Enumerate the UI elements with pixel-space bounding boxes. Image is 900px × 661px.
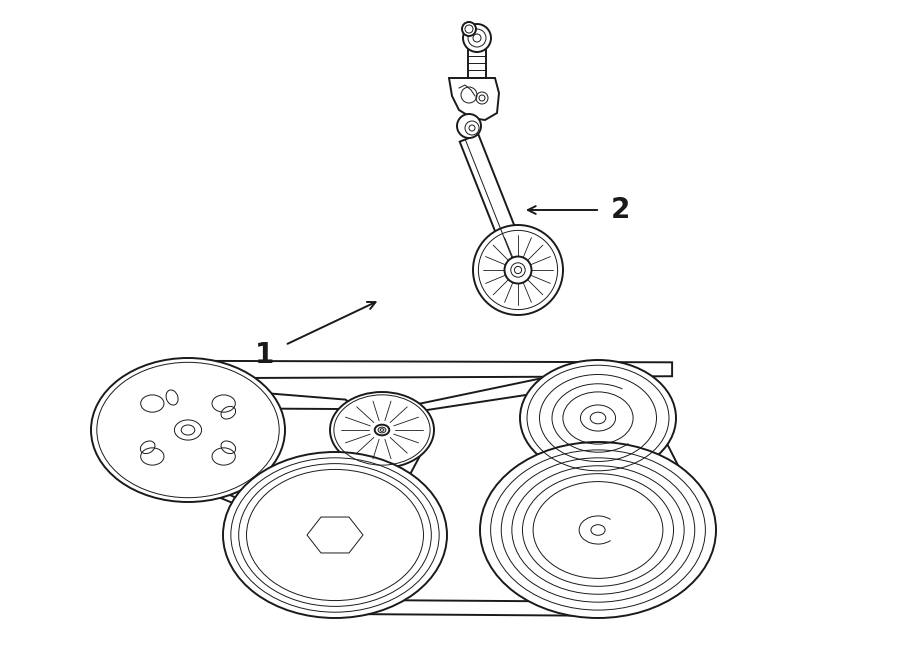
Polygon shape xyxy=(544,447,641,473)
Circle shape xyxy=(457,114,481,138)
Polygon shape xyxy=(449,78,499,120)
Ellipse shape xyxy=(330,392,434,468)
Polygon shape xyxy=(321,600,612,616)
Circle shape xyxy=(463,24,491,52)
Circle shape xyxy=(473,225,563,315)
Polygon shape xyxy=(202,361,672,378)
Polygon shape xyxy=(468,48,486,78)
Ellipse shape xyxy=(480,442,716,618)
Text: 2: 2 xyxy=(610,196,630,224)
Text: 1: 1 xyxy=(256,341,274,369)
Ellipse shape xyxy=(91,358,285,502)
Polygon shape xyxy=(101,444,262,510)
Ellipse shape xyxy=(374,424,390,436)
Polygon shape xyxy=(408,376,565,413)
Polygon shape xyxy=(231,391,356,409)
Ellipse shape xyxy=(223,452,447,618)
Polygon shape xyxy=(307,517,363,553)
Polygon shape xyxy=(649,434,698,511)
Circle shape xyxy=(462,22,476,36)
Polygon shape xyxy=(389,451,423,479)
Ellipse shape xyxy=(520,360,676,476)
Circle shape xyxy=(505,256,532,284)
Polygon shape xyxy=(460,134,527,266)
